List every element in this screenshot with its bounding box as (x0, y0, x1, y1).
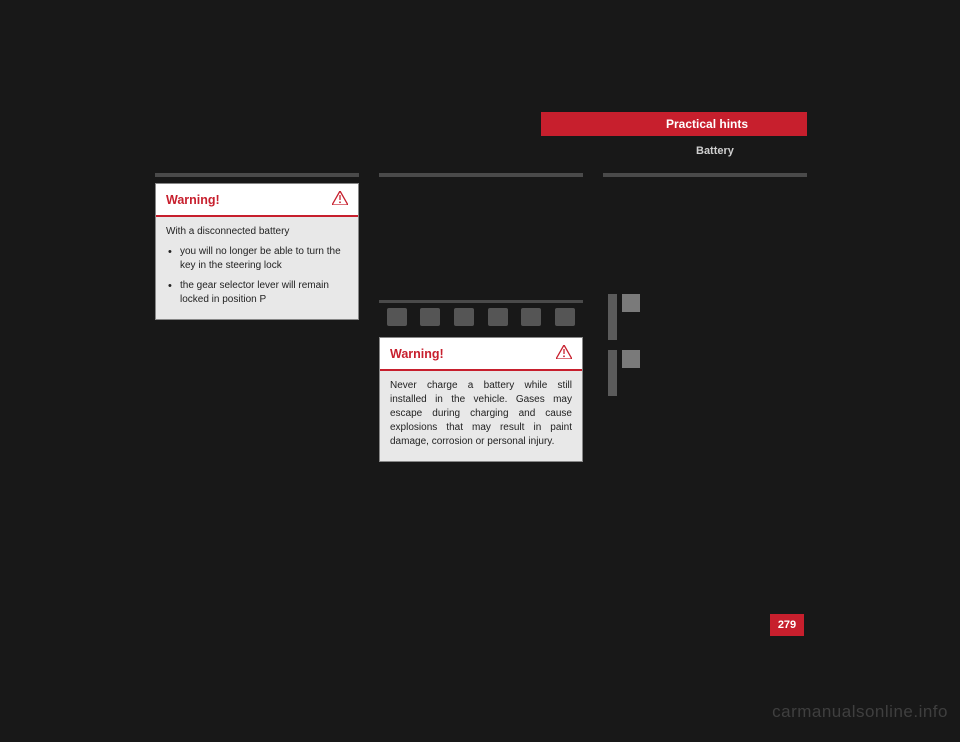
hazard-icon (488, 308, 508, 326)
page-number-badge: 279 (770, 614, 804, 636)
warning-header: Warning! (380, 338, 582, 371)
warning-list: you will no longer be able to turn the k… (166, 245, 348, 307)
warning-title: Warning! (166, 193, 220, 207)
warning-body: With a disconnected battery you will no … (156, 217, 358, 319)
warning-triangle-icon (556, 345, 572, 363)
side-tab-1-bar (608, 294, 617, 340)
warning-item-1: you will no longer be able to turn the k… (166, 245, 348, 273)
side-tab-2-bar (608, 350, 617, 396)
side-tab-1-box (622, 294, 640, 312)
column-rule-3 (603, 173, 807, 178)
warning-box-2: Warning! Never charge a battery while st… (379, 337, 583, 462)
column-rule-1 (155, 173, 359, 178)
warning-item-2: the gear selector lever will remain lock… (166, 279, 348, 307)
hazard-icon (555, 308, 575, 326)
page-number: 279 (778, 619, 796, 631)
warning-title: Warning! (390, 347, 444, 361)
warning-triangle-icon (332, 191, 348, 209)
side-tab-2-box (622, 350, 640, 368)
warning-intro: With a disconnected battery (166, 225, 348, 239)
hazard-icon (387, 308, 407, 326)
section-header: Practical hints (541, 112, 807, 136)
warning-body: Never charge a battery while still insta… (380, 371, 582, 461)
hazard-icon (454, 308, 474, 326)
warning-text: Never charge a battery while still insta… (390, 379, 572, 449)
column-rule-mid (379, 300, 583, 303)
warning-box-1: Warning! With a disconnected battery you… (155, 183, 359, 320)
manual-page: Practical hints Battery Warning! With a … (0, 0, 960, 742)
section-title: Practical hints (666, 117, 748, 131)
section-subtitle: Battery (696, 145, 734, 157)
watermark-text: carmanualsonline.info (772, 702, 948, 722)
hazard-icon (521, 308, 541, 326)
column-rule-2 (379, 173, 583, 178)
hazard-icon (420, 308, 440, 326)
warning-header: Warning! (156, 184, 358, 217)
hazard-icon-row (380, 307, 582, 327)
